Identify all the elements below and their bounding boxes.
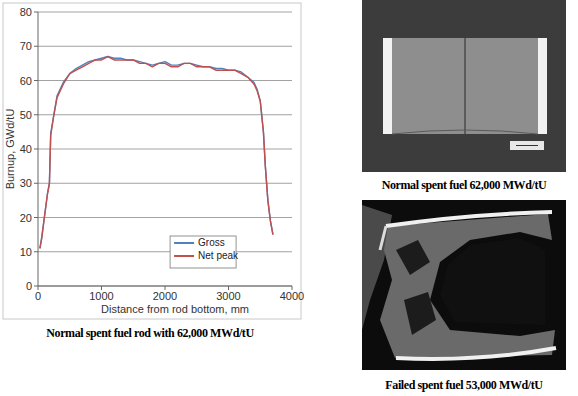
grid-line (38, 12, 292, 13)
y-tick (34, 149, 38, 150)
y-tick-label: 70 (20, 40, 32, 52)
x-axis (38, 286, 292, 287)
y-axis-label: Burnup, GWd/tU (4, 109, 16, 190)
photo-bg (362, 200, 566, 370)
y-tick-label: 60 (20, 75, 32, 87)
y-tick (34, 217, 38, 218)
y-tick-label: 10 (20, 246, 32, 258)
fragments (380, 214, 555, 358)
edge (392, 130, 538, 134)
y-tick-label: 80 (20, 6, 32, 18)
y-tick (34, 286, 38, 287)
grid-line (38, 149, 292, 150)
series-line (40, 57, 273, 249)
y-tick-label: 20 (20, 212, 32, 224)
photo-caption: Normal spent fuel 62,000 MWd/tU (382, 178, 547, 192)
legend-label: Gross (198, 237, 225, 248)
y-tick-label: 50 (20, 109, 32, 121)
photo-normal (362, 0, 566, 172)
y-axis (38, 12, 39, 286)
pellet (383, 38, 547, 134)
cladding (538, 38, 547, 134)
series-line (40, 57, 273, 249)
legend: Gross Net peak (170, 236, 239, 268)
cladding (386, 212, 552, 226)
grid-line (38, 183, 292, 184)
grid-line (38, 114, 292, 115)
chart-caption: Normal spent fuel rod with 62,000 MWd/tU (46, 326, 254, 340)
y-tick (34, 80, 38, 81)
figure: 0 10 20 30 40 50 60 70 80 0 1000 2000 3000 4000 Distan… (0, 0, 578, 396)
grid-line (38, 46, 292, 47)
legend-swatch (174, 242, 194, 244)
photo-caption: Failed spent fuel 53,000 MWd/tU (385, 378, 543, 392)
cladding (380, 226, 386, 250)
x-tick-label: 4000 (280, 290, 304, 302)
y-tick (34, 46, 38, 47)
legend-swatch (174, 255, 194, 257)
plot-area (40, 57, 273, 249)
x-axis-label: Distance from rod bottom, mm (101, 303, 249, 315)
y-tick-label: 30 (20, 177, 32, 189)
y-tick (34, 251, 38, 252)
photo-failed (362, 200, 566, 370)
grid-line (38, 217, 292, 218)
x-tick-label: 0 (35, 290, 41, 302)
y-tick-label: 0 (26, 280, 32, 292)
y-tick (34, 12, 38, 13)
y-tick (34, 183, 38, 184)
void (440, 238, 545, 325)
x-tick-label: 3000 (216, 290, 240, 302)
grid-line (38, 251, 292, 252)
x-tick-label: 2000 (153, 290, 177, 302)
cracks (396, 240, 436, 335)
x-tick-label: 1000 (89, 290, 113, 302)
crack (465, 38, 466, 134)
scale-bar (510, 141, 544, 150)
y-tick-label: 40 (20, 143, 32, 155)
photo-bg (362, 0, 566, 172)
grid-line (38, 80, 292, 81)
grid-line (38, 286, 292, 287)
legend-label: Net peak (198, 250, 239, 261)
cladding (383, 38, 392, 134)
scale-line (516, 145, 538, 146)
y-tick (34, 114, 38, 115)
chart-frame (3, 3, 301, 319)
cladding (396, 348, 556, 359)
